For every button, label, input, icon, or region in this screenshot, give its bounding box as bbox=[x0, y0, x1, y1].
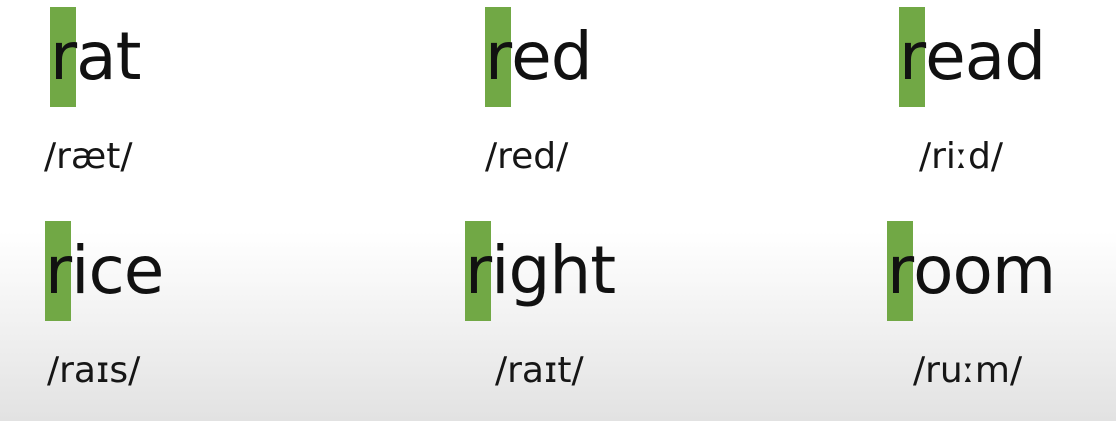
highlighted-letter: r bbox=[899, 7, 926, 107]
word: read bbox=[899, 7, 1046, 107]
highlighted-letter: r bbox=[45, 221, 72, 321]
phonetic-transcription: /raɪs/ bbox=[47, 350, 141, 391]
highlighted-letter: r bbox=[465, 221, 492, 321]
word-card-rat: rat /ræt/ bbox=[44, 7, 390, 187]
word-rest: ead bbox=[925, 18, 1046, 95]
word-rest: ight bbox=[491, 232, 616, 309]
phonetic-transcription: /ruːm/ bbox=[913, 350, 1023, 391]
word: rice bbox=[45, 221, 164, 321]
word-card-red: red /red/ bbox=[485, 7, 825, 187]
phonetic-transcription: /red/ bbox=[485, 136, 569, 177]
word-card-room: room /ruːm/ bbox=[887, 221, 1116, 401]
word: right bbox=[465, 221, 616, 321]
word-rest: ed bbox=[511, 18, 592, 95]
phonetic-transcription: /riːd/ bbox=[919, 136, 1004, 177]
phonetic-transcription: /ræt/ bbox=[44, 136, 133, 177]
highlighted-letter: r bbox=[485, 7, 512, 107]
word: red bbox=[485, 7, 593, 107]
word-card-read: read /riːd/ bbox=[899, 7, 1116, 187]
phonetic-transcription: /raɪt/ bbox=[495, 350, 584, 391]
highlighted-letter: r bbox=[50, 7, 77, 107]
word: room bbox=[887, 221, 1056, 321]
word-rest: at bbox=[76, 18, 141, 95]
word-rest: ice bbox=[71, 232, 164, 309]
word-rest: oom bbox=[913, 232, 1056, 309]
word: rat bbox=[50, 7, 141, 107]
word-card-right: right /raɪt/ bbox=[465, 221, 805, 401]
word-card-rice: rice /raɪs/ bbox=[45, 221, 385, 401]
highlighted-letter: r bbox=[887, 221, 914, 321]
